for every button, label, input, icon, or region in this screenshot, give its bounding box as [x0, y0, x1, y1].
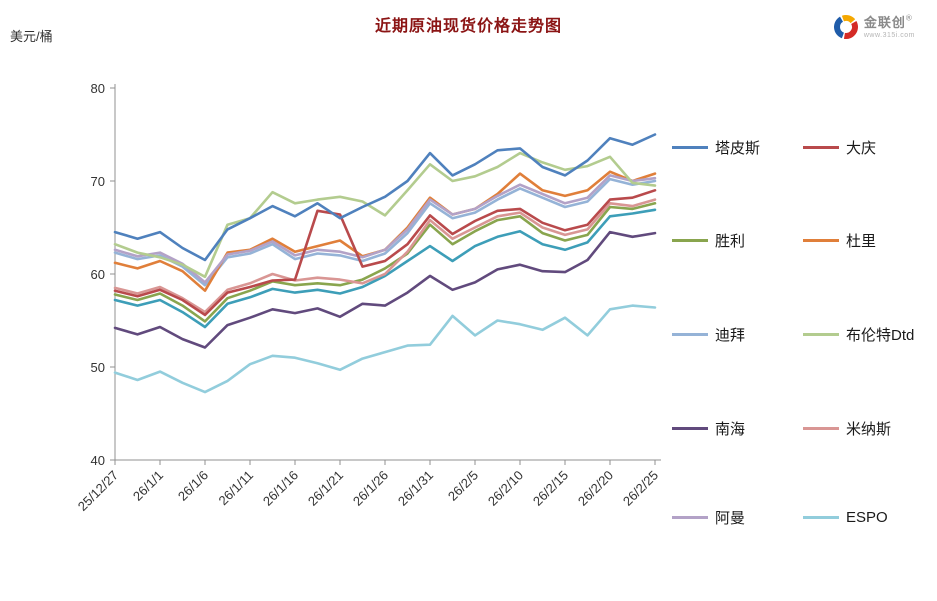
legend-swatch [672, 333, 708, 336]
chart-title: 近期原油现货价格走势图 [374, 18, 562, 35]
legend-item: 杜里 [803, 230, 934, 251]
legend-label: 南海 [715, 421, 746, 438]
y-tick-label: 70 [91, 174, 105, 189]
y-axis-unit-label: 美元/桶 [10, 29, 53, 44]
x-tick-label: 26/1/31 [395, 468, 436, 509]
x-tick-label: 26/2/10 [485, 468, 526, 509]
y-tick-label: 50 [91, 360, 105, 375]
legend-row: 阿曼 ESPO [672, 507, 934, 528]
legend-label: 杜里 [846, 233, 877, 250]
logo-brand-text: 金联创 [863, 15, 906, 31]
legend-swatch [803, 146, 839, 149]
legend-item: 塔皮斯 [672, 137, 803, 158]
legend-label: 迪拜 [715, 327, 746, 344]
series-line [113, 133, 657, 262]
brand-logo: 金联创® www.315i.com [833, 14, 915, 40]
x-tick-label: 26/1/1 [130, 468, 166, 504]
logo-text-block: 金联创® www.315i.com [864, 14, 915, 39]
legend-item: 胜利 [672, 230, 803, 251]
legend-label: 阿曼 [715, 510, 746, 527]
legend-label: 胜利 [715, 233, 746, 250]
series-line [113, 304, 657, 394]
legend-swatch [803, 333, 839, 336]
legend-label: 布伦特Dtd [846, 327, 915, 344]
legend-item: 南海 [672, 418, 803, 439]
x-tick-label: 26/2/25 [620, 468, 661, 509]
series-line [113, 198, 657, 314]
x-tick-label: 26/1/6 [175, 468, 211, 504]
legend-item: 布伦特Dtd [803, 324, 934, 345]
legend-swatch [803, 239, 839, 242]
legend-label: 塔皮斯 [715, 140, 761, 157]
legend-swatch [672, 239, 708, 242]
series-line [113, 208, 657, 329]
x-tick-label: 26/2/15 [530, 468, 571, 509]
pinwheel-logo-icon [833, 15, 858, 39]
legend-row: 南海 米纳斯 [672, 418, 934, 439]
x-tick-label: 26/2/5 [445, 468, 481, 504]
x-tick-label: 26/2/20 [575, 468, 616, 509]
legend-swatch [803, 427, 839, 430]
logo-url-text: www.315i.com [863, 31, 915, 39]
series-line [113, 202, 657, 323]
legend-row: 塔皮斯 大庆 [672, 137, 934, 158]
legend-item: 米纳斯 [803, 418, 934, 439]
x-tick-label: 26/1/11 [216, 468, 257, 509]
legend-swatch [672, 146, 708, 149]
series-line [113, 151, 657, 279]
x-tick-label: 26/1/26 [350, 468, 391, 509]
x-tick-label: 26/1/16 [260, 468, 301, 509]
legend-swatch [672, 516, 708, 519]
series-line [113, 189, 657, 317]
legend-row: 迪拜 布伦特Dtd [672, 324, 934, 345]
legend-item: 大庆 [803, 137, 934, 158]
legend-item: 迪拜 [672, 324, 803, 345]
y-tick-label: 80 [91, 81, 105, 96]
series-line [113, 174, 657, 284]
legend-row: 胜利 杜里 [672, 230, 934, 251]
series-line [113, 177, 657, 287]
chart-legend: 塔皮斯 大庆胜利 杜里迪拜 布伦特Dtd 南海 米纳斯阿曼 ESPO [672, 0, 934, 601]
legend-item: ESPO [803, 507, 934, 528]
legend-swatch [803, 516, 839, 519]
x-tick-label: 25/12/27 [75, 468, 121, 514]
legend-label: 米纳斯 [846, 421, 892, 438]
series-line [113, 230, 657, 349]
y-tick-label: 40 [91, 453, 105, 468]
x-tick-label: 26/1/21 [305, 468, 346, 509]
logo-registered-mark: ® [905, 14, 912, 24]
legend-swatch [672, 427, 708, 430]
legend-label: ESPO [846, 509, 888, 526]
legend-label: 大庆 [846, 140, 877, 157]
y-tick-label: 60 [91, 267, 105, 282]
legend-item: 阿曼 [672, 507, 803, 528]
